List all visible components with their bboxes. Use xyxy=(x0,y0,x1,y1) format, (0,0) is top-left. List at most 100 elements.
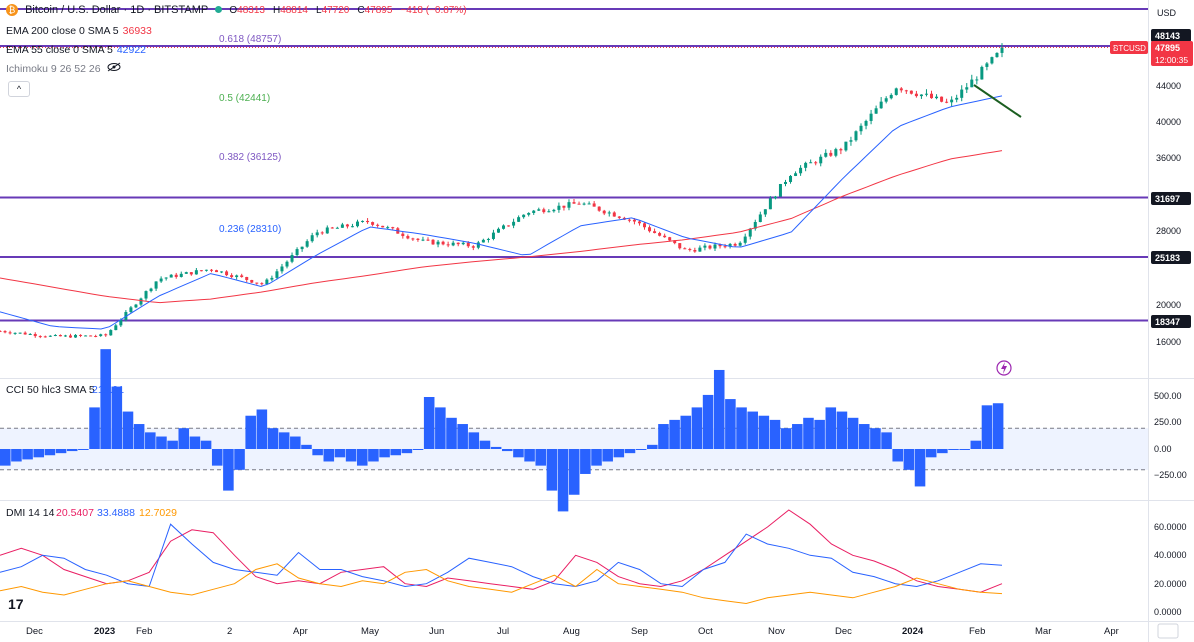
candle-body xyxy=(366,220,370,223)
candle-body xyxy=(295,249,299,256)
cci-bar xyxy=(658,424,669,449)
candle-body xyxy=(416,238,420,240)
countdown-label: 12:00:35 xyxy=(1155,55,1188,65)
candle-body xyxy=(134,304,138,308)
candle-body xyxy=(844,141,848,151)
candle-body xyxy=(204,269,208,271)
cci-bar xyxy=(792,424,803,449)
cci-bar xyxy=(245,415,256,449)
cci-bar xyxy=(948,449,959,450)
candle-body xyxy=(919,94,923,97)
candle-body xyxy=(371,222,375,225)
candle-body xyxy=(794,173,798,176)
time-axis-label: Jun xyxy=(429,626,444,637)
cci-bar xyxy=(334,449,346,458)
cci-bar xyxy=(479,440,491,449)
candle-body xyxy=(441,241,445,245)
cci-bar xyxy=(323,449,335,462)
candle-body xyxy=(879,101,883,109)
candle-body xyxy=(547,211,551,213)
candle-body xyxy=(637,221,641,224)
candle-body xyxy=(824,152,828,157)
candles-group xyxy=(0,43,1004,339)
candle-body xyxy=(144,291,148,299)
eye-off-icon[interactable] xyxy=(107,62,121,76)
candle-body xyxy=(683,248,687,250)
cci-bar xyxy=(290,436,301,449)
fib-label: 0.236 (28310) xyxy=(219,224,281,235)
ohlc-low: L47720 xyxy=(316,5,350,16)
price-badge xyxy=(1151,251,1191,264)
candle-body xyxy=(421,239,425,241)
candle-body xyxy=(658,233,662,236)
cci-bar xyxy=(446,417,457,449)
cci-bar xyxy=(747,411,758,449)
time-axis-label: Mar xyxy=(1035,626,1051,637)
cci-bar xyxy=(602,449,613,462)
tradingview-logo[interactable]: 17 xyxy=(8,596,24,612)
candle-body xyxy=(436,241,440,245)
candle-body xyxy=(320,232,324,234)
candle-body xyxy=(0,331,2,333)
candle-body xyxy=(53,334,57,336)
ema200-legend[interactable]: EMA 200 close 0 SMA 5 36933 xyxy=(6,24,156,38)
cci-bar xyxy=(44,449,56,456)
time-axis-label: May xyxy=(361,626,379,637)
candle-body xyxy=(799,167,803,174)
candle-body xyxy=(255,282,259,284)
ichimoku-legend[interactable]: Ichimoku 9 26 52 26 xyxy=(6,62,125,76)
candle-body xyxy=(894,88,898,95)
candle-body xyxy=(849,140,853,142)
candle-body xyxy=(663,235,667,238)
time-axis-label: Nov xyxy=(768,626,785,637)
candle-body xyxy=(154,281,158,289)
cci-bar xyxy=(89,407,100,449)
candle-body xyxy=(643,223,647,228)
time-axis-label: Dec xyxy=(26,626,43,637)
candle-body xyxy=(58,334,62,337)
candle-body xyxy=(763,209,767,215)
candle-body xyxy=(104,334,108,336)
candle-body xyxy=(18,332,22,334)
candle-body xyxy=(89,335,93,337)
candle-body xyxy=(542,209,546,213)
price-badge xyxy=(1151,315,1191,328)
candle-body xyxy=(758,214,762,223)
time-axis-label: Apr xyxy=(293,626,308,637)
ema55-value: 42922 xyxy=(116,44,147,56)
candle-body xyxy=(653,231,657,234)
candle-body xyxy=(406,236,410,239)
candle-body xyxy=(250,279,254,283)
cci-bar xyxy=(133,424,145,449)
cci-bar xyxy=(513,449,524,458)
candle-body xyxy=(391,227,395,229)
price-tick-label: 16000 xyxy=(1156,337,1181,347)
cci-bar xyxy=(836,411,848,449)
ichimoku-label: Ichimoku 9 26 52 26 xyxy=(6,63,101,75)
collapse-legend-button[interactable]: ^ xyxy=(8,81,30,97)
candle-body xyxy=(446,244,450,246)
candle-body xyxy=(965,87,969,90)
cci-bar xyxy=(870,428,881,449)
dmi-tick-label: 0.0000 xyxy=(1154,607,1182,617)
candle-body xyxy=(361,220,365,222)
candle-body xyxy=(557,205,561,210)
cci-bar xyxy=(189,436,201,449)
current-price-label: 47895 xyxy=(1155,43,1180,53)
time-axis-label: Feb xyxy=(136,626,152,637)
candle-body xyxy=(340,224,344,228)
candle-body xyxy=(562,205,566,208)
cci-bar xyxy=(758,415,770,449)
symbol-title[interactable]: Bitcoin / U.S. Dollar · 1D · BITSTAMP xyxy=(25,4,209,16)
ema55-legend[interactable]: EMA 55 close 0 SMA 5 42922 xyxy=(6,43,150,57)
candle-body xyxy=(13,332,17,334)
time-axis-label: Oct xyxy=(698,626,713,637)
settings-gear-icon xyxy=(1157,623,1179,639)
candle-body xyxy=(950,99,954,103)
candle-body xyxy=(300,246,304,250)
candle-body xyxy=(225,271,229,276)
time-axis-label: 2 xyxy=(227,626,232,637)
candle-body xyxy=(627,219,631,221)
cci-tick-label: 250.00 xyxy=(1154,417,1182,427)
